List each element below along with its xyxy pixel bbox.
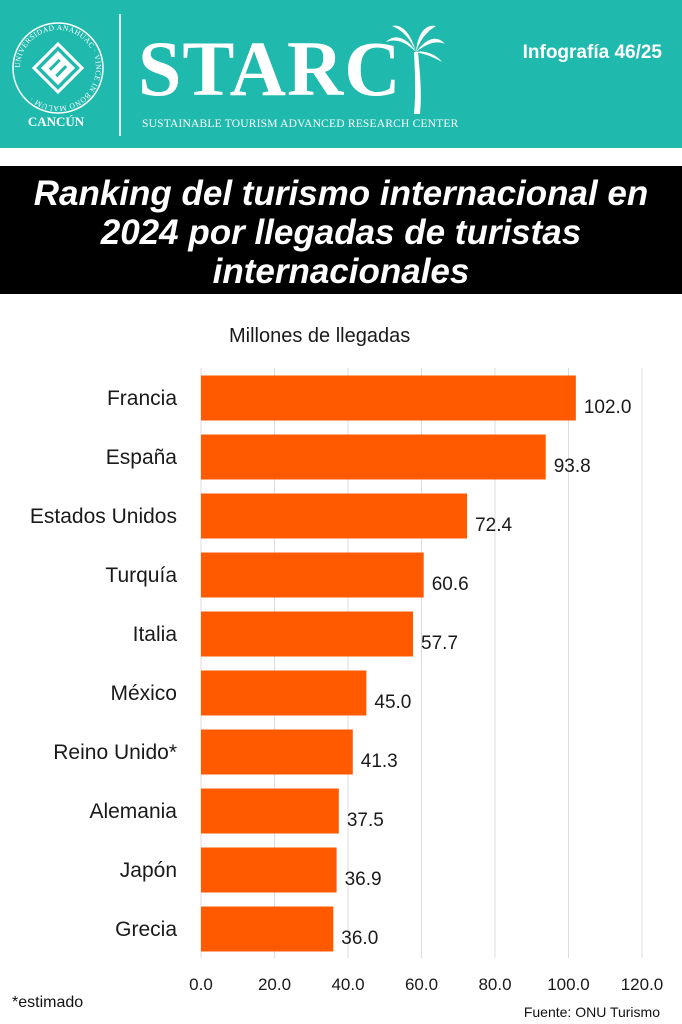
category-label: Estados Unidos xyxy=(30,505,177,528)
category-label: Japón xyxy=(120,859,177,882)
x-tick-label: 100.0 xyxy=(547,975,590,994)
x-tick-label: 0.0 xyxy=(189,975,213,994)
bar xyxy=(201,670,367,716)
brand-logo-text: STARC xyxy=(138,25,402,112)
chart-title: Ranking del turismo internacional en 202… xyxy=(33,174,649,291)
bar xyxy=(201,788,339,834)
value-label: 41.3 xyxy=(361,751,398,772)
category-label: Alemania xyxy=(89,800,177,823)
category-label: México xyxy=(110,682,177,705)
seal-caption: CANCÚN xyxy=(27,114,85,129)
source-credit: Fuente: ONU Turismo xyxy=(523,1004,660,1020)
value-label: 36.9 xyxy=(345,869,382,890)
bar xyxy=(201,434,546,480)
header-divider xyxy=(119,14,121,136)
header-band: UNIVERSIDAD ANÁHUAC · VINCE IN BONO MALU… xyxy=(0,0,682,148)
bar xyxy=(201,729,353,775)
value-label: 36.0 xyxy=(341,928,378,949)
infographic-number: Infografía 46/25 xyxy=(522,42,662,63)
category-label: Reino Unido* xyxy=(53,741,177,764)
university-seal-logo: UNIVERSIDAD ANÁHUAC · VINCE IN BONO MALU… xyxy=(10,20,106,116)
category-label: Turquía xyxy=(105,564,177,587)
category-label: España xyxy=(106,446,178,469)
value-label: 102.0 xyxy=(584,397,632,418)
x-tick-label: 40.0 xyxy=(331,975,364,994)
brand-subtitle: SUSTAINABLE TOURISM ADVANCED RESEARCH CE… xyxy=(142,118,459,130)
chart-subtitle: Millones de llegadas xyxy=(229,325,411,347)
category-label: Italia xyxy=(133,623,178,646)
bar xyxy=(201,906,334,952)
bar xyxy=(201,493,468,539)
value-label: 93.8 xyxy=(554,456,591,477)
bar xyxy=(201,552,424,598)
bar xyxy=(201,847,337,893)
value-label: 57.7 xyxy=(421,633,458,654)
bar xyxy=(201,611,414,657)
value-label: 37.5 xyxy=(347,810,384,831)
palm-tree-icon xyxy=(386,25,445,114)
x-tick-label: 60.0 xyxy=(405,975,438,994)
category-label: Francia xyxy=(107,387,177,410)
footnote: *estimado xyxy=(12,994,84,1011)
title-banner: Ranking del turismo internacional en 202… xyxy=(0,166,682,294)
x-tick-label: 120.0 xyxy=(621,975,664,994)
value-label: 45.0 xyxy=(374,692,411,713)
x-tick-label: 80.0 xyxy=(478,975,511,994)
bar xyxy=(201,375,576,421)
x-tick-label: 20.0 xyxy=(258,975,291,994)
value-label: 72.4 xyxy=(475,515,512,536)
category-label: Grecia xyxy=(115,918,177,941)
value-label: 60.6 xyxy=(432,574,469,595)
